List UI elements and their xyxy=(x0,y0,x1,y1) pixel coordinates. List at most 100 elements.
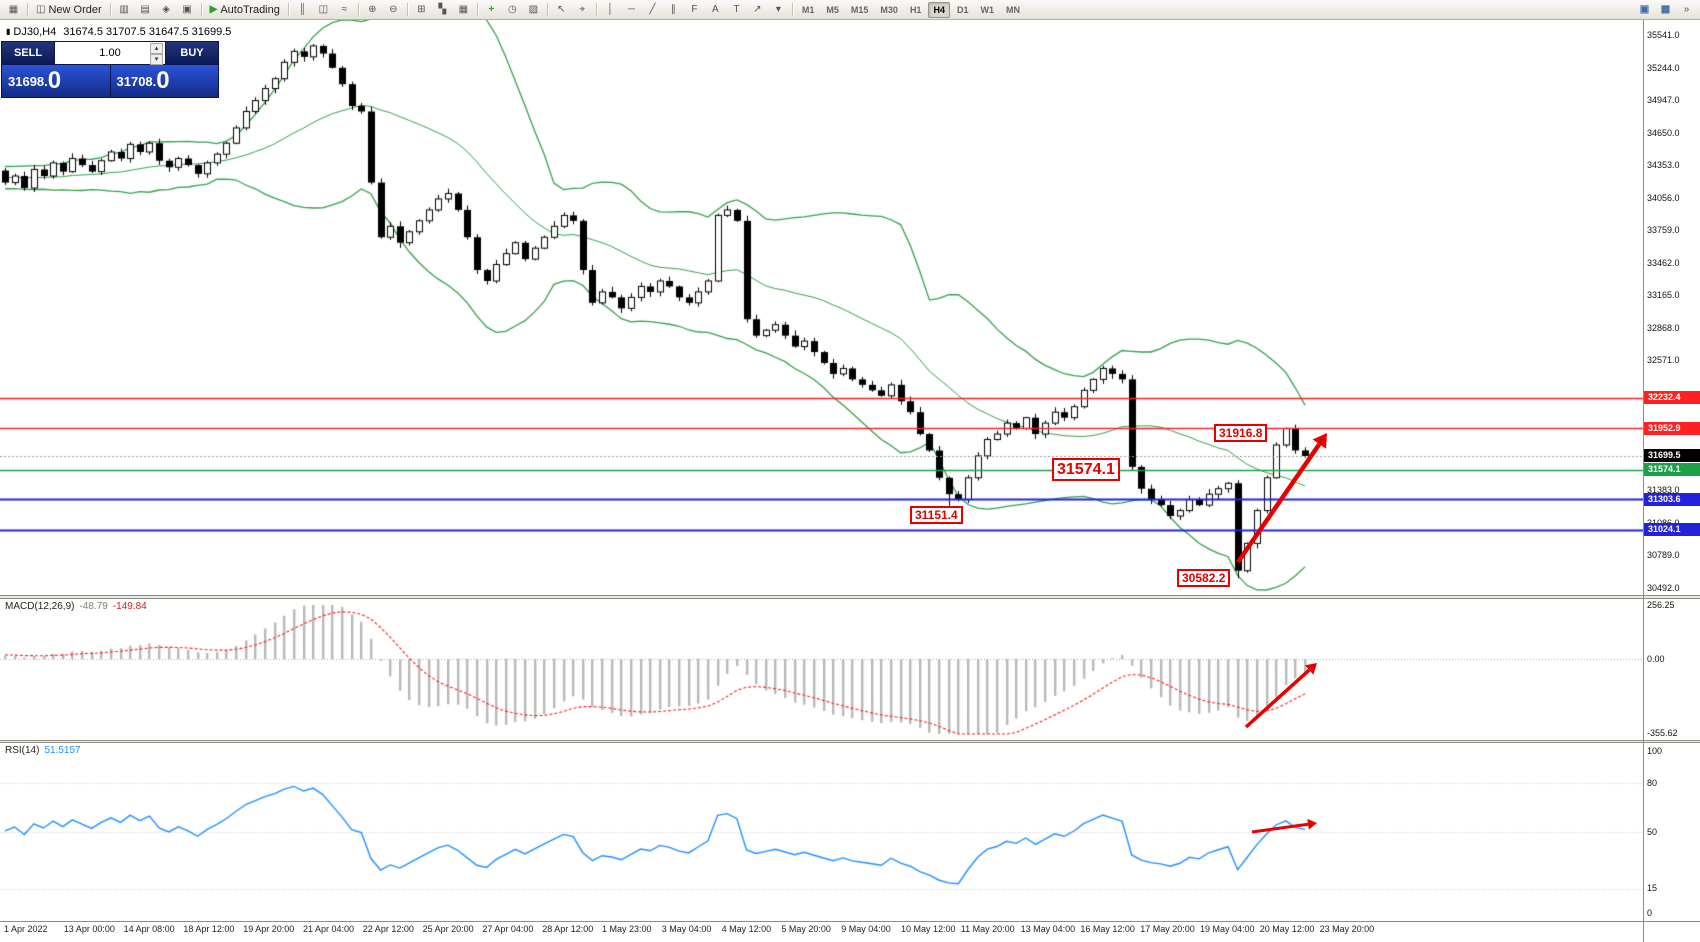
timeframe-w1-button[interactable]: W1 xyxy=(980,4,994,15)
price-axis-tick: 31086.0 xyxy=(1647,518,1680,528)
price-axis-tick: 33759.0 xyxy=(1647,225,1680,236)
line-chart-button[interactable]: ≈ xyxy=(334,2,355,18)
price-axis-tick: 35541.0 xyxy=(1647,30,1680,41)
data-window-icon: ▤ xyxy=(140,3,150,15)
time-axis-label: 9 May 04:00 xyxy=(841,924,891,934)
time-axis-label: 19 Apr 20:00 xyxy=(243,924,295,934)
volume-field[interactable]: 1.00 ▴ ▾ xyxy=(54,42,166,65)
price-callout[interactable]: 30582.2 xyxy=(1177,569,1231,587)
price-axis-tick: 32868.0 xyxy=(1647,322,1680,333)
timeframe-m5-button[interactable]: M5 xyxy=(826,4,839,15)
new-order-button[interactable]: ◫ New Order xyxy=(31,2,107,18)
timeframe-m1-button[interactable]: M1 xyxy=(801,4,815,15)
price-callout[interactable]: 31151.4 xyxy=(910,506,963,524)
candlestick-chart-button[interactable]: ◫ xyxy=(313,2,334,18)
fibonacci-button[interactable]: F xyxy=(684,2,705,18)
label-button[interactable]: T xyxy=(726,2,747,18)
toolbar-separator xyxy=(791,3,793,16)
zoom-in-button[interactable]: ⊕ xyxy=(362,2,383,18)
trendline-button[interactable]: ╱ xyxy=(642,2,663,18)
toolbar-separator xyxy=(476,3,478,16)
autotrading-button[interactable]: ▶ AutoTrading xyxy=(205,2,285,18)
macd-panel-canvas[interactable] xyxy=(0,599,1643,740)
arrows-tool-button[interactable]: ↗ xyxy=(747,2,768,18)
price-line-label[interactable]: 32232.4 xyxy=(1644,391,1700,405)
timeframe-m30-button[interactable]: M30 xyxy=(880,4,898,15)
grid-button[interactable]: ▦ xyxy=(453,2,474,18)
chart-symbol-label: ▮ DJ30,H4 31674.5 31707.5 31647.5 31699.5 xyxy=(6,26,231,38)
navigator-button[interactable]: ◈ xyxy=(156,2,177,18)
price-line-label[interactable]: 31574.1 xyxy=(1644,463,1700,477)
buy-price-display[interactable]: 31708. 0 xyxy=(110,65,218,97)
candlestick-chart-icon: ◫ xyxy=(318,3,329,15)
price-line-label[interactable]: 31952.9 xyxy=(1644,421,1700,435)
new-chart-icon: ▦ xyxy=(8,3,19,15)
horizontal-line-button[interactable]: ─ xyxy=(621,2,642,18)
toolbar-overflow-button[interactable]: » xyxy=(1683,4,1690,15)
zoom-out-icon: ⊖ xyxy=(389,3,398,15)
rsi-indicator-label: RSI(14) 51.5157 xyxy=(5,745,81,756)
indicators-icon: + xyxy=(488,3,495,15)
price-line-label[interactable]: 31024.1 xyxy=(1644,523,1700,537)
time-axis-label: 25 Apr 20:00 xyxy=(422,924,474,934)
objects-dropdown-button[interactable]: ▾ xyxy=(768,2,789,18)
price-axis-separator xyxy=(1643,20,1644,942)
time-axis-label: 5 May 20:00 xyxy=(781,924,831,934)
periods-button[interactable]: ◷ xyxy=(502,2,523,18)
autotrading-icon: ▶ xyxy=(209,3,218,15)
panel-splitter-macd[interactable] xyxy=(0,595,1700,599)
timeframe-m15-button[interactable]: M15 xyxy=(850,4,869,15)
horizontal-line-icon: ─ xyxy=(627,3,635,15)
cursor-button[interactable]: ↖ xyxy=(551,2,572,18)
terminal-button[interactable]: ▣ xyxy=(177,2,198,18)
text-button[interactable]: A xyxy=(705,2,726,18)
price-line-label[interactable]: 31303.6 xyxy=(1644,492,1700,506)
options-icon: ▦ xyxy=(1660,3,1671,15)
macd-name: MACD(12,26,9) xyxy=(5,601,75,612)
macd-value-signal: -149.84 xyxy=(112,601,147,612)
data-window-button[interactable]: ▤ xyxy=(135,2,156,18)
price-callout[interactable]: 31574.1 xyxy=(1052,458,1120,481)
navigator-icon: ◈ xyxy=(162,3,170,15)
time-axis-label: 18 Apr 12:00 xyxy=(183,924,235,934)
options-button[interactable]: ▦ xyxy=(1655,2,1676,18)
zoom-in-icon: ⊕ xyxy=(368,3,377,15)
volume-down-icon[interactable]: ▾ xyxy=(150,54,163,65)
sell-price-fraction: 0 xyxy=(47,67,62,94)
current-price-label: 31699.5 xyxy=(1644,449,1700,463)
macd-axis-tick: -355.62 xyxy=(1647,728,1678,739)
price-axis-tick: 33165.0 xyxy=(1647,290,1680,301)
zoom-out-button[interactable]: ⊖ xyxy=(383,2,404,18)
cursor-icon: ↖ xyxy=(557,3,566,15)
timeframe-mn-button[interactable]: MN xyxy=(1005,4,1020,15)
templates-button[interactable]: ▨ xyxy=(523,2,544,18)
metaeditor-icon: ▣ xyxy=(1639,3,1650,15)
timeframe-h4-button[interactable]: H4 xyxy=(928,1,950,18)
volume-up-icon[interactable]: ▴ xyxy=(150,43,163,54)
tile-windows-button[interactable]: ⊞ xyxy=(411,2,432,18)
timeframe-d1-button[interactable]: D1 xyxy=(956,4,969,15)
market-watch-button[interactable]: ▥ xyxy=(114,2,135,18)
rsi-panel-canvas[interactable] xyxy=(0,743,1643,921)
indicators-button[interactable]: + xyxy=(481,2,502,18)
auto-arrange-button[interactable]: ▚ xyxy=(432,2,453,18)
panel-splitter-rsi[interactable] xyxy=(0,740,1700,743)
vertical-line-button[interactable]: │ xyxy=(600,2,621,18)
time-axis-label: 19 May 04:00 xyxy=(1200,924,1255,934)
price-callout[interactable]: 31916.8 xyxy=(1214,424,1268,442)
main-chart-canvas[interactable] xyxy=(0,20,1643,595)
timeframe-h1-button[interactable]: H1 xyxy=(909,4,922,15)
sell-price-display[interactable]: 31698. 0 xyxy=(2,65,111,97)
new-chart-button[interactable]: ▦ xyxy=(3,2,24,18)
buy-button[interactable]: BUY xyxy=(166,42,218,64)
time-axis-label: 22 Apr 12:00 xyxy=(362,924,414,934)
channel-button[interactable]: ∥ xyxy=(663,2,684,18)
bar-chart-button[interactable]: ║ xyxy=(292,2,313,18)
sell-button[interactable]: SELL xyxy=(2,42,54,64)
sell-price-main: 31698. xyxy=(8,73,48,89)
crosshair-button[interactable]: ⌖ xyxy=(572,2,593,18)
price-axis-tick: 34947.0 xyxy=(1647,95,1680,106)
metaeditor-button[interactable]: ▣ xyxy=(1634,2,1655,18)
vertical-line-icon: │ xyxy=(607,3,614,15)
time-axis-label: 4 May 12:00 xyxy=(721,924,772,934)
